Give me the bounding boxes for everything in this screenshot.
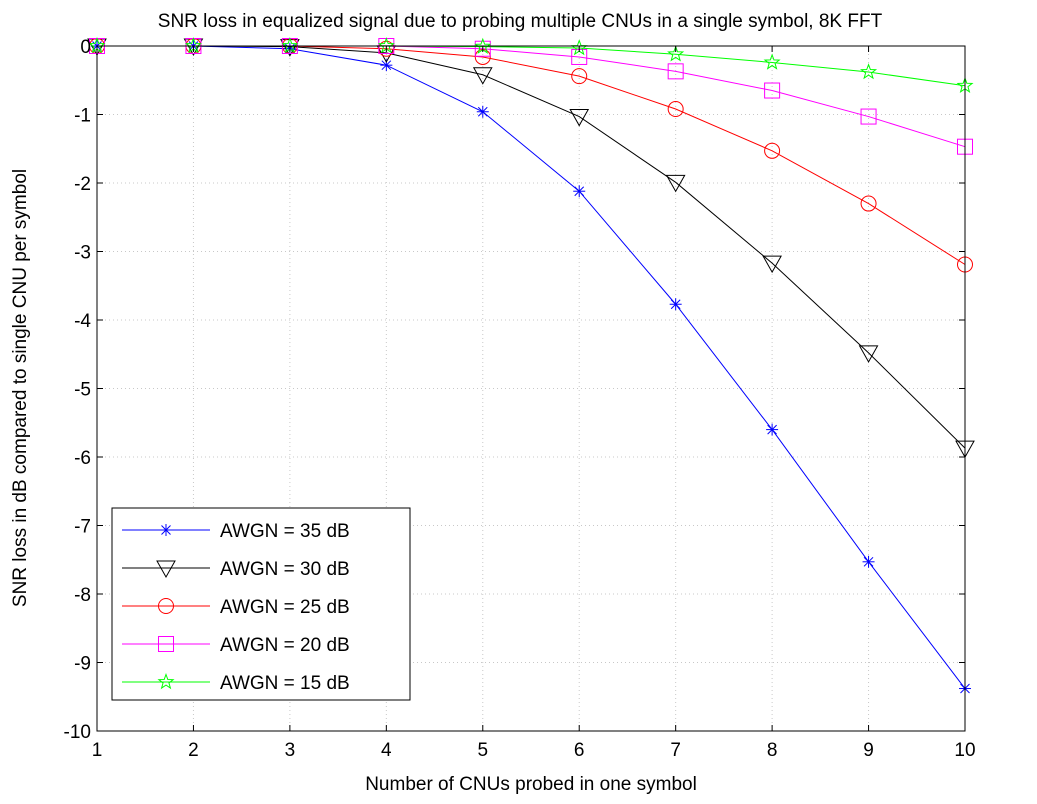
pentagram-marker [860,63,878,80]
asterisk-marker [476,105,489,118]
triangle-down-marker [665,174,686,193]
y-tick-label: -2 [74,174,91,195]
x-axis-label: Number of CNUs probed in one symbol [365,774,697,795]
y-tick-labels: 0 -1 -2 -3 -4 -5 -6 -7 -8 -9 -10 [64,37,92,743]
asterisk-marker [573,185,586,198]
asterisk-marker [160,524,172,536]
y-tick-label: -6 [74,448,91,469]
x-tick-label: 7 [670,740,681,761]
legend-label: AWGN = 25 dB [220,597,350,618]
pentagram-marker [667,45,685,62]
square-marker [667,63,684,80]
x-tick-label: 9 [863,740,874,761]
x-tick-label: 10 [954,740,975,761]
legend-entry: AWGN = 20 dB [122,635,350,656]
triangle-down-marker [472,67,493,85]
y-tick-label: -10 [64,722,91,743]
circle-marker [571,68,588,85]
x-tick-label: 2 [188,740,199,761]
square-marker [860,108,877,125]
y-tick-label: -5 [74,380,91,401]
legend-entry: AWGN = 35 dB [122,521,350,542]
y-tick-label: -4 [74,311,91,332]
circle-marker [158,598,174,614]
y-tick-label: -9 [74,654,91,675]
x-tick-label: 3 [285,740,296,761]
triangle-down-marker [858,345,879,363]
y-tick-label: -3 [74,243,91,264]
legend-label: AWGN = 30 dB [220,559,350,580]
legend: AWGN = 35 dB AWGN = 30 dB AWGN = 25 dB AWGN… [111,507,411,701]
legend-entry: AWGN = 25 dB [122,597,350,618]
pentagram-marker [763,53,781,70]
x-tick-labels: 1 2 3 4 5 6 7 8 9 10 [92,740,976,761]
y-tick-label: -8 [74,585,91,606]
y-tick-label: 0 [80,37,91,58]
asterisk-marker [862,555,875,568]
x-tick-label: 8 [767,740,778,761]
legend-label: AWGN = 20 dB [220,635,350,656]
square-marker [158,636,174,652]
legend-label: AWGN = 15 dB [220,673,350,694]
legend-entries: AWGN = 35 dB AWGN = 30 dB AWGN = 25 dB AWGN… [122,521,350,694]
triangle-down-marker [762,255,782,274]
triangle-down-marker [569,109,590,127]
circle-marker [860,195,877,212]
x-tick-label: 4 [381,740,392,761]
chart-title: SNR loss in equalized signal due to prob… [158,11,883,32]
asterisk-marker [766,423,779,436]
y-axis-label: SNR loss in dB compared to single CNU pe… [10,169,31,607]
legend-entry: AWGN = 30 dB [122,559,350,580]
x-tick-label: 5 [477,740,488,761]
y-tick-label: -1 [74,106,91,127]
legend-label: AWGN = 35 dB [220,521,350,542]
circle-marker [764,142,781,159]
x-tick-label: 6 [574,740,585,761]
pentagram-marker [157,673,175,690]
x-tick-label: 1 [92,740,103,761]
square-marker [764,82,781,99]
circle-marker [667,101,684,118]
asterisk-marker [669,298,682,311]
square-marker [474,40,491,57]
legend-entry: AWGN = 15 dB [122,673,350,694]
series-line [97,45,966,689]
y-tick-label: -7 [74,517,91,538]
ticks [96,45,966,732]
triangle-down-marker [156,560,176,579]
legend-box [111,507,411,701]
